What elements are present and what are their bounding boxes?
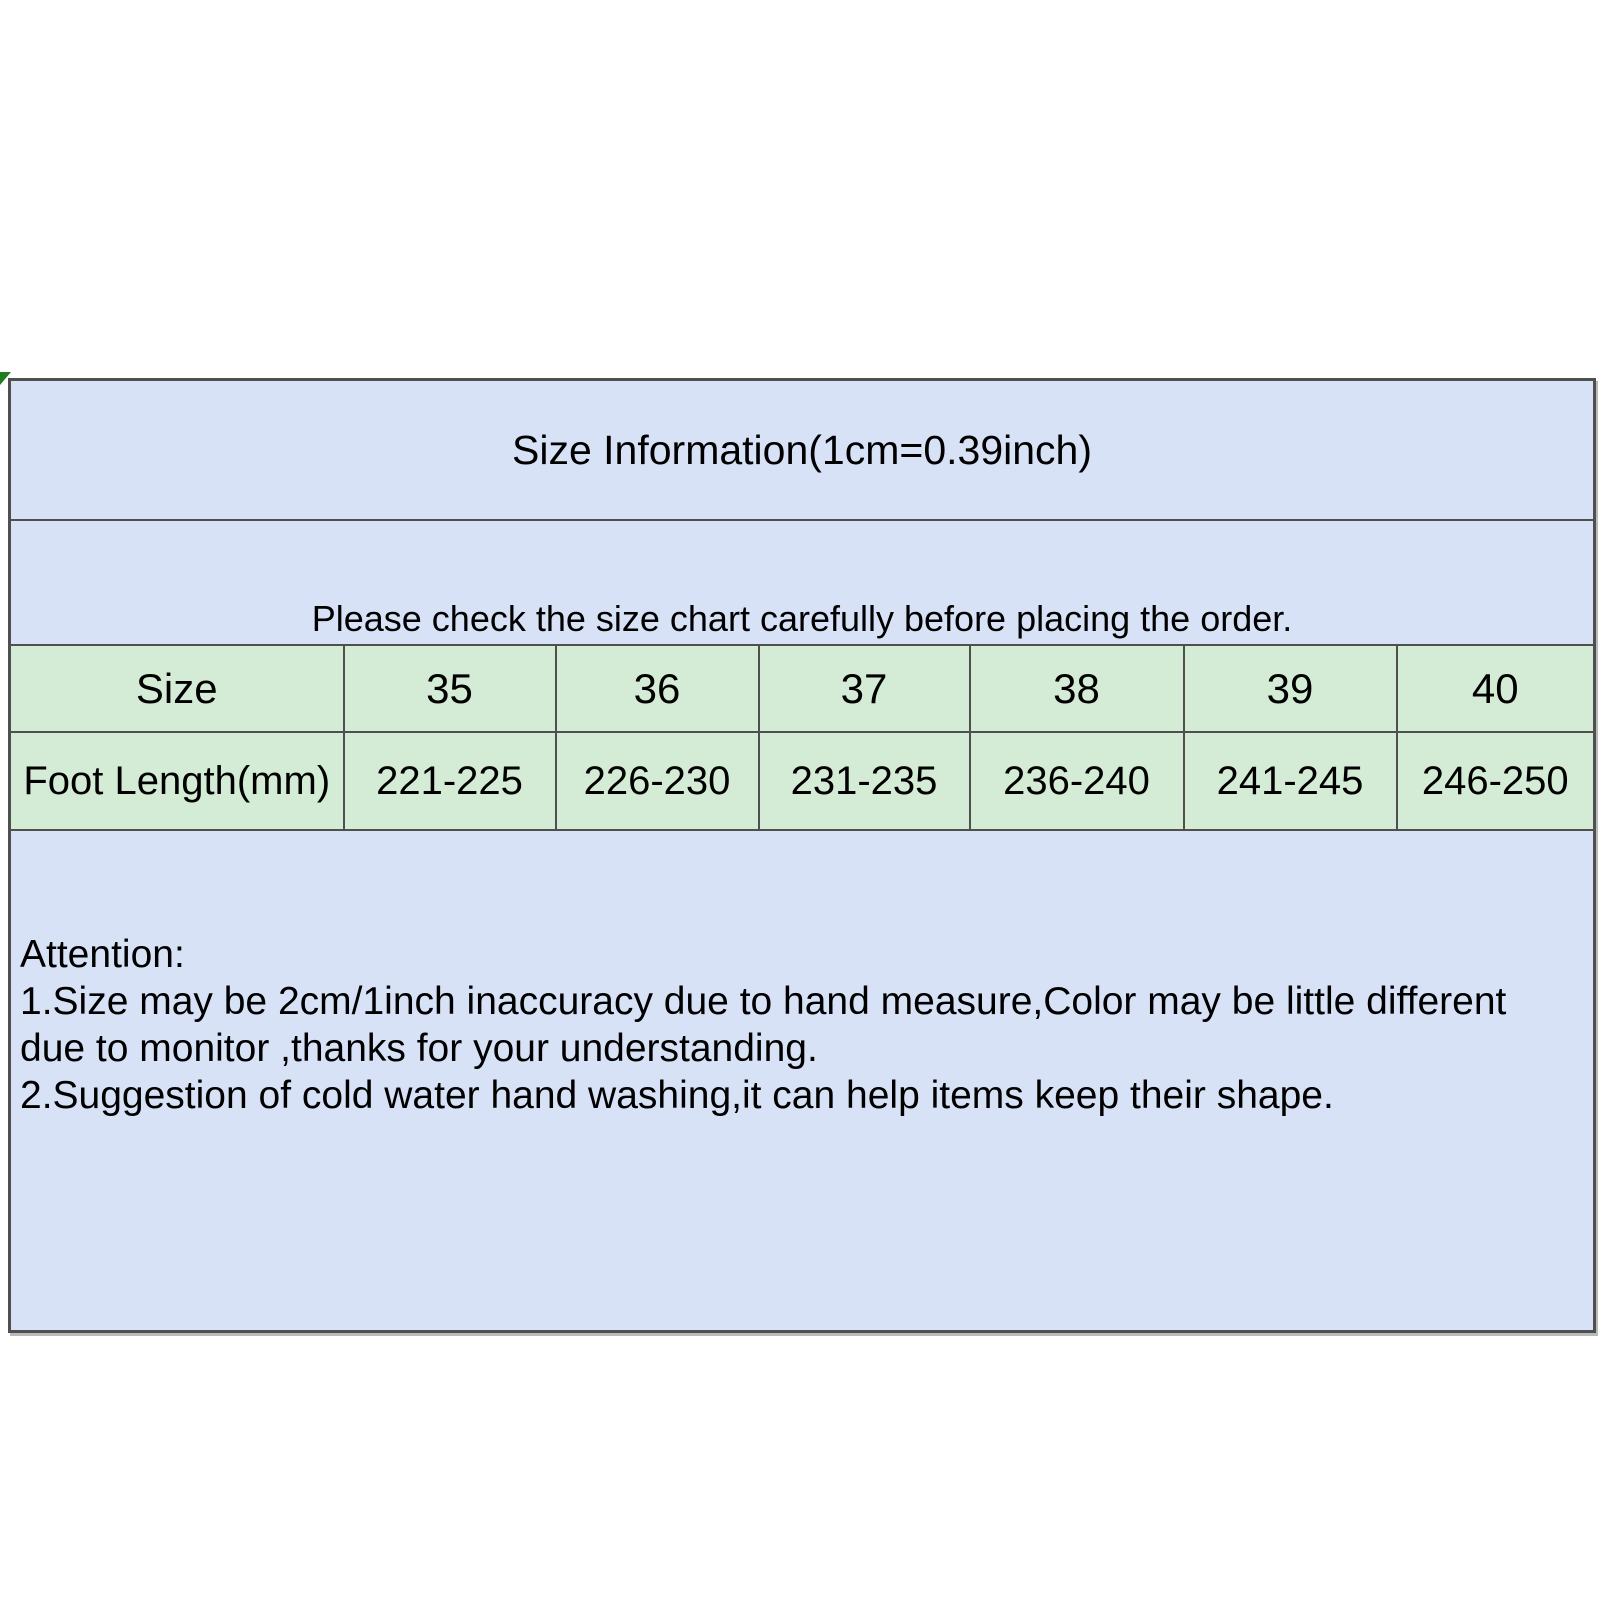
foot-length-row: Foot Length(mm) 221-225 226-230 231-235 …: [8, 731, 1596, 831]
size-information-table: Size Information(1cm=0.39inch) Please ch…: [8, 378, 1596, 1333]
attention-row: Attention: 1.Size may be 2cm/1inch inacc…: [8, 829, 1596, 1333]
foot-length-row-label: Foot Length(mm): [8, 731, 345, 831]
table-title: Size Information(1cm=0.39inch): [8, 378, 1596, 521]
size-cell: 38: [968, 644, 1185, 733]
size-cell: 40: [1395, 644, 1596, 733]
size-cell: 37: [757, 644, 971, 733]
attention-cell: Attention: 1.Size may be 2cm/1inch inacc…: [8, 829, 1596, 1333]
green-corner-marker-icon: [0, 372, 11, 385]
table-subtitle: Please check the size chart carefully be…: [8, 519, 1596, 646]
attention-note-2: 2.Suggestion of cold water hand washing,…: [20, 1074, 1334, 1117]
size-cell: 35: [342, 644, 557, 733]
size-cell: 39: [1182, 644, 1398, 733]
size-row-label: Size: [8, 644, 345, 733]
foot-length-cell: 221-225: [342, 731, 557, 831]
subtitle-row: Please check the size chart carefully be…: [8, 519, 1596, 646]
foot-length-cell: 241-245: [1182, 731, 1398, 831]
foot-length-cell: 236-240: [968, 731, 1185, 831]
attention-heading: Attention:: [20, 933, 185, 976]
title-row: Size Information(1cm=0.39inch): [8, 378, 1596, 521]
foot-length-cell: 226-230: [554, 731, 760, 831]
foot-length-cell: 231-235: [757, 731, 971, 831]
foot-length-cell: 246-250: [1395, 731, 1596, 831]
size-row: Size 35 36 37 38 39 40: [8, 644, 1596, 733]
attention-note-1: 1.Size may be 2cm/1inch inaccuracy due t…: [20, 980, 1507, 1070]
size-cell: 36: [554, 644, 760, 733]
